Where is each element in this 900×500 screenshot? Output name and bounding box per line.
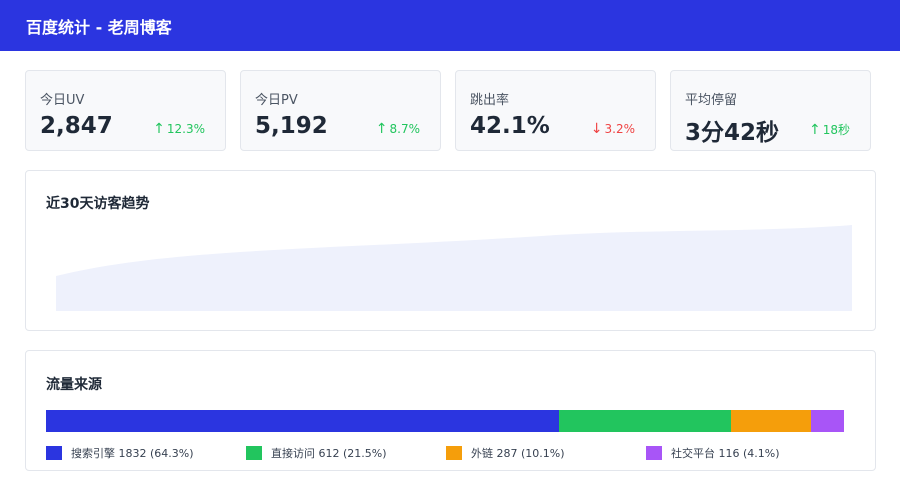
trend-chart[interactable] bbox=[26, 171, 877, 332]
legend-item-search[interactable]: 搜索引擎 1832 (64.3%) bbox=[46, 445, 194, 461]
delta-value: 12.3% bbox=[166, 122, 205, 136]
stat-card-pv[interactable]: 今日PV 5,192 ↑ 8.7% bbox=[240, 70, 441, 151]
bar-segment-direct[interactable] bbox=[559, 410, 731, 432]
legend-swatch bbox=[646, 446, 662, 460]
stat-value: 3分42秒 bbox=[685, 120, 780, 146]
stat-delta: ↑ 18秒 bbox=[809, 121, 850, 138]
stat-delta: ↓ 3.2% bbox=[591, 121, 635, 137]
legend-label: 外链 287 (10.1%) bbox=[471, 447, 565, 460]
stat-card-uv[interactable]: 今日UV 2,847 ↑ 12.3% bbox=[25, 70, 226, 151]
arrow-up-icon: ↑ bbox=[808, 121, 821, 138]
stat-label: 跳出率 bbox=[470, 93, 510, 108]
stat-label: 平均停留 bbox=[685, 93, 738, 108]
source-stacked-bar bbox=[46, 410, 844, 432]
visitor-trend-panel: 近30天访客趋势 bbox=[25, 170, 876, 331]
app-header: 百度统计 - 老周博客 bbox=[0, 0, 900, 51]
page-title: 百度统计 - 老周博客 bbox=[26, 17, 172, 37]
legend-swatch bbox=[446, 446, 462, 460]
legend-label: 搜索引擎 1832 (64.3%) bbox=[71, 447, 194, 460]
arrow-up-icon: ↑ bbox=[375, 121, 388, 137]
source-title: 流量来源 bbox=[46, 377, 102, 393]
stat-value: 5,192 bbox=[255, 113, 328, 139]
trend-area bbox=[56, 225, 852, 311]
legend-swatch bbox=[46, 446, 62, 460]
stat-label: 今日PV bbox=[255, 93, 298, 108]
stat-card-avg-duration[interactable]: 平均停留 3分42秒 ↑ 18秒 bbox=[670, 70, 871, 151]
delta-value: 3.2% bbox=[604, 122, 636, 136]
delta-value: 18秒 bbox=[822, 123, 850, 137]
bar-segment-referral[interactable] bbox=[730, 410, 812, 432]
legend-label: 直接访问 612 (21.5%) bbox=[271, 447, 387, 460]
stat-value: 42.1% bbox=[470, 113, 550, 139]
legend-item-direct[interactable]: 直接访问 612 (21.5%) bbox=[246, 445, 387, 461]
stat-card-bounce-rate[interactable]: 跳出率 42.1% ↓ 3.2% bbox=[455, 70, 656, 151]
legend-item-social[interactable]: 社交平台 116 (4.1%) bbox=[646, 445, 780, 461]
bar-segment-search[interactable] bbox=[46, 410, 560, 432]
stat-delta: ↑ 8.7% bbox=[376, 121, 420, 137]
legend-item-referral[interactable]: 外链 287 (10.1%) bbox=[446, 445, 565, 461]
legend-swatch bbox=[246, 446, 262, 460]
legend-label: 社交平台 116 (4.1%) bbox=[671, 447, 780, 460]
stat-label: 今日UV bbox=[40, 93, 85, 108]
trend-title: 近30天访客趋势 bbox=[46, 196, 150, 212]
arrow-up-icon: ↑ bbox=[153, 121, 165, 137]
stat-value: 2,847 bbox=[40, 113, 113, 139]
traffic-source-panel: 流量来源 搜索引擎 1832 (64.3%) 直接访问 612 (21.5%) … bbox=[25, 350, 876, 471]
delta-value: 8.7% bbox=[389, 122, 421, 136]
bar-segment-social[interactable] bbox=[811, 410, 844, 432]
stat-delta: ↑ 12.3% bbox=[153, 121, 205, 137]
arrow-down-icon: ↓ bbox=[590, 121, 603, 137]
